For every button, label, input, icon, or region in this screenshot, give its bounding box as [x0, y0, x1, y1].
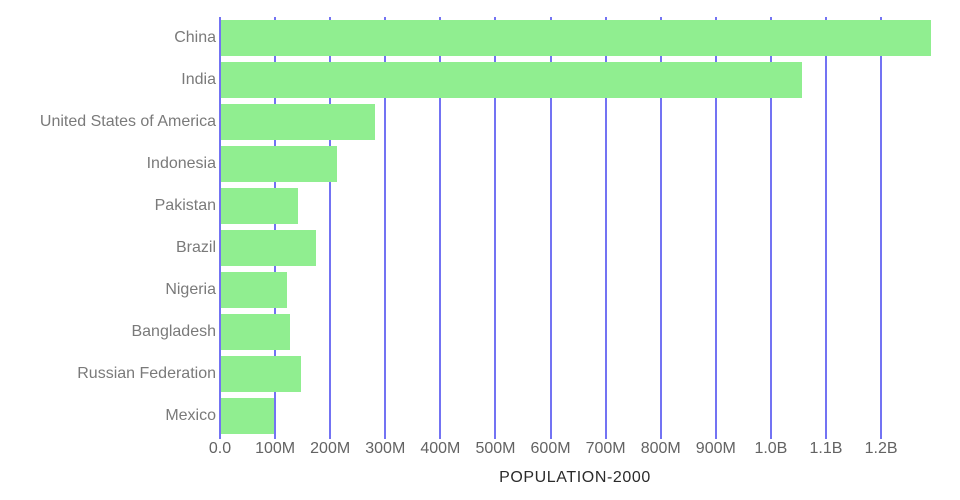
gridline [604, 17, 607, 439]
bar [221, 104, 376, 140]
bar [221, 188, 299, 224]
y-axis-label: Indonesia [146, 155, 216, 172]
bar [221, 62, 803, 98]
y-axis-label: Pakistan [154, 197, 216, 214]
x-tick-label: 700M [585, 440, 626, 457]
gridline [714, 17, 717, 439]
x-tick-label: 500M [475, 440, 516, 457]
gridline [549, 17, 552, 439]
gridline [329, 17, 332, 439]
bar [221, 314, 291, 350]
bar [221, 230, 317, 266]
bar [221, 398, 275, 434]
y-axis-label: Russian Federation [77, 365, 216, 382]
bar [221, 146, 337, 182]
gridline [439, 17, 442, 439]
gridline [274, 17, 277, 439]
y-axis-label: Nigeria [165, 281, 216, 298]
gridline [824, 17, 827, 439]
gridline [219, 17, 221, 439]
y-axis-label: United States of America [39, 113, 216, 130]
x-tick-label: 900M [695, 440, 736, 457]
x-tick-label: 300M [365, 440, 406, 457]
gridline [659, 17, 662, 439]
x-tick-label: 1.0B [754, 440, 788, 457]
y-axis-label: Bangladesh [131, 323, 216, 340]
x-tick-label: 100M [255, 440, 296, 457]
gridline [880, 17, 883, 439]
x-tick-label: 0.0 [208, 440, 232, 457]
y-axis-label: China [174, 29, 216, 46]
x-tick-label: 1.2B [864, 440, 898, 457]
bar [221, 272, 288, 308]
x-tick-label: 400M [420, 440, 461, 457]
x-tick-label: 600M [530, 440, 571, 457]
x-tick-label: 200M [310, 440, 351, 457]
y-axis-label: Brazil [175, 239, 216, 256]
x-axis-title: POPULATION-2000 [499, 469, 651, 486]
gridline [769, 17, 772, 439]
y-axis-label: Mexico [165, 407, 216, 424]
bar [221, 356, 301, 392]
y-axis-label: India [181, 71, 216, 88]
bar [221, 20, 931, 56]
x-tick-label: 800M [640, 440, 681, 457]
gridline [384, 17, 387, 439]
gridline [494, 17, 497, 439]
x-tick-label: 1.1B [809, 440, 843, 457]
